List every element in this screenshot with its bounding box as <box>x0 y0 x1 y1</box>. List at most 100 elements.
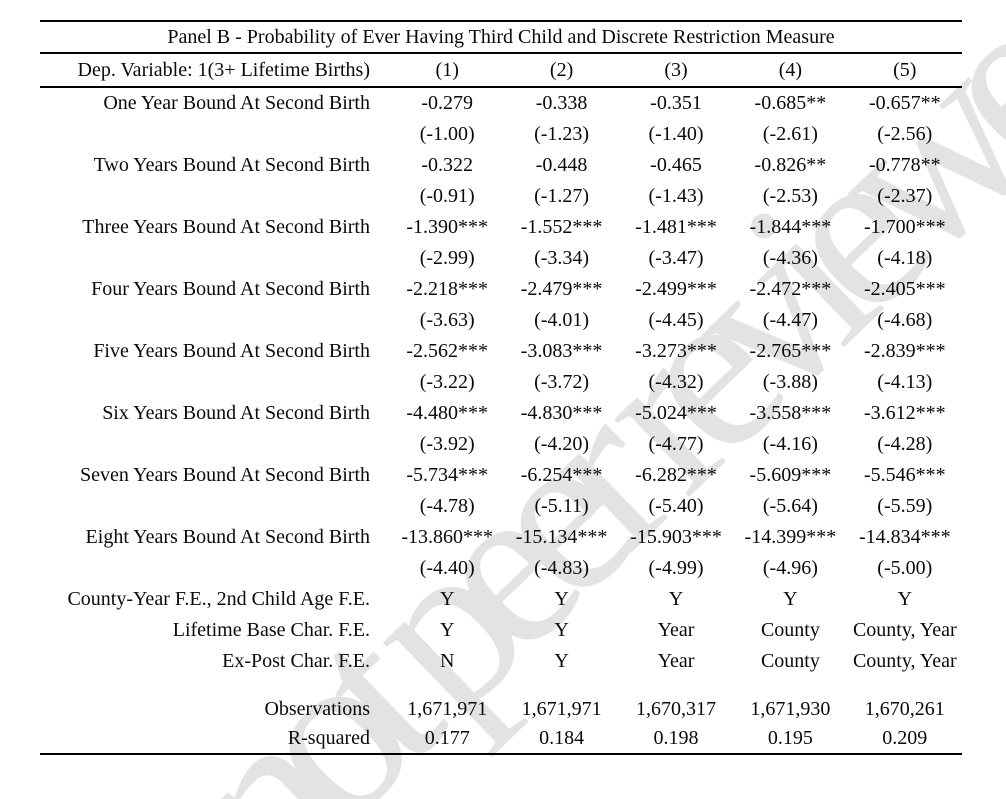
tstat-value: (-4.99) <box>648 557 704 579</box>
tstat-row: (-1.00) (-1.23) (-1.40) (-2.61) (-2.56) <box>40 119 962 150</box>
coefficient-value: -2.562*** <box>406 340 489 362</box>
header-rule <box>40 86 962 88</box>
coefficient-value: -0.338 <box>535 92 588 114</box>
coefficient-value: -14.399*** <box>744 526 837 548</box>
coefficient-row: Five Years Bound At Second Birth -2.562**… <box>40 336 962 367</box>
fe-value: Y <box>897 588 913 610</box>
column-header-2: (2) <box>549 58 574 81</box>
title-rule <box>40 52 962 54</box>
coefficient-row: Seven Years Bound At Second Birth -5.734*… <box>40 460 962 491</box>
tstat-value: (-3.34) <box>534 247 590 269</box>
variable-label: Seven Years Bound At Second Birth <box>80 464 370 486</box>
tstat-value: (-4.01) <box>534 309 590 331</box>
tstat-value: (-4.20) <box>534 433 590 455</box>
stats-row: R-squared 0.177 0.184 0.198 0.195 0.209 <box>40 724 962 753</box>
fixed-effects-row: Lifetime Base Char. F.E. Y Y Year County Coun… <box>40 615 962 646</box>
coefficient-value: -6.282*** <box>635 464 717 486</box>
coefficient-value: -2.839*** <box>863 340 946 362</box>
coefficient-value: -2.405*** <box>863 278 946 300</box>
coefficient-value: -0.778** <box>868 154 941 176</box>
variable-label: One Year Bound At Second Birth <box>103 92 370 114</box>
coefficient-value: -1.481*** <box>635 216 717 238</box>
tstat-value: (-3.22) <box>419 371 475 393</box>
dep-variable-label: Dep. Variable: 1(3+ Lifetime Births) <box>77 58 371 81</box>
coefficient-value: -0.448 <box>535 154 588 176</box>
stats-value: 0.177 <box>424 727 470 749</box>
tstat-value: (-3.88) <box>762 371 818 393</box>
tstat-value: (-2.37) <box>877 185 933 207</box>
tstat-row: (-4.78) (-5.11) (-5.40) (-5.64) (-5.59) <box>40 491 962 522</box>
table-body: One Year Bound At Second Birth -0.279 -0.3… <box>40 88 962 753</box>
fe-value: County, Year <box>852 619 957 641</box>
column-header-5: (5) <box>893 58 917 81</box>
tstat-row: (-3.63) (-4.01) (-4.45) (-4.47) (-4.68) <box>40 305 962 336</box>
fe-value: County <box>760 650 820 672</box>
variable-label: Five Years Bound At Second Birth <box>93 340 370 362</box>
tstat-value: (-1.27) <box>534 185 590 207</box>
coefficient-value: -3.558*** <box>749 402 832 424</box>
stats-value: 0.198 <box>653 727 699 749</box>
tstat-value: (-2.56) <box>877 123 933 145</box>
fixed-effects-row: Ex-Post Char. F.E. N Y Year County County, Ye… <box>40 646 962 677</box>
tstat-value: (-1.23) <box>534 123 590 145</box>
tstat-value: (-0.91) <box>419 185 475 207</box>
coefficient-value: -0.351 <box>650 92 702 114</box>
tstat-value: (-1.40) <box>648 123 704 145</box>
coefficient-value: -5.734*** <box>406 464 489 486</box>
tstat-value: (-5.00) <box>877 557 933 579</box>
coefficient-value: -2.472*** <box>749 278 832 300</box>
coefficient-value: -15.903*** <box>630 526 722 548</box>
coefficient-value: -3.273*** <box>635 340 717 362</box>
fe-value: Y <box>554 650 569 672</box>
stats-value: 0.184 <box>539 727 585 749</box>
coefficient-row: Eight Years Bound At Second Birth -13.860… <box>40 522 962 553</box>
fe-value: Y <box>668 588 684 610</box>
coefficient-value: -2.479*** <box>520 278 603 300</box>
coefficient-value: -13.860*** <box>401 526 494 548</box>
coefficient-value: -0.465 <box>650 154 702 176</box>
coefficient-value: -1.700*** <box>863 216 946 238</box>
tstat-value: (-4.18) <box>877 247 933 269</box>
variable-label: Three Years Bound At Second Birth <box>82 216 370 238</box>
coefficient-value: -0.685** <box>754 92 827 114</box>
tstat-row: (-4.40) (-4.83) (-4.99) (-4.96) (-5.00) <box>40 553 962 584</box>
stats-label: Observations <box>264 698 370 720</box>
fixed-effects-row: County-Year F.E., 2nd Child Age F.E. Y Y Y Y… <box>40 584 962 615</box>
variable-label: Four Years Bound At Second Birth <box>91 278 370 300</box>
coefficient-row: One Year Bound At Second Birth -0.279 -0.3… <box>40 88 962 119</box>
coefficient-value: -14.834*** <box>858 526 951 548</box>
coefficient-value: -3.612*** <box>863 402 946 424</box>
coefficient-value: -0.657** <box>868 92 941 114</box>
coefficient-value: -2.499*** <box>635 278 717 300</box>
tstat-value: (-5.40) <box>648 495 704 517</box>
tstat-row: (-2.99) (-3.34) (-3.47) (-4.36) (-4.18) <box>40 243 962 274</box>
bottom-rule <box>40 753 962 755</box>
coefficient-value: -1.390*** <box>406 216 489 238</box>
tstat-value: (-4.13) <box>877 371 933 393</box>
tstat-value: (-3.47) <box>648 247 704 269</box>
coefficient-value: -5.609*** <box>749 464 832 486</box>
coefficient-value: -5.546*** <box>863 464 946 486</box>
fe-value: Y <box>554 588 569 610</box>
coefficient-row: Three Years Bound At Second Birth -1.390*… <box>40 212 962 243</box>
tstat-value: (-4.28) <box>877 433 933 455</box>
tstat-value: (-1.00) <box>419 123 475 145</box>
tstat-value: (-4.68) <box>877 309 933 331</box>
variable-label: Six Years Bound At Second Birth <box>102 402 370 424</box>
coefficient-value: -0.279 <box>421 92 474 114</box>
coefficient-value: -3.083*** <box>520 340 603 362</box>
tstat-value: (-3.63) <box>419 309 475 331</box>
coefficient-value: -0.826** <box>754 154 827 176</box>
stats-value: 1,671,971 <box>521 698 602 720</box>
tstat-value: (-4.32) <box>648 371 704 393</box>
coefficient-row: Six Years Bound At Second Birth -4.480***… <box>40 398 962 429</box>
tstat-value: (-2.61) <box>762 123 818 145</box>
fe-value: County <box>760 619 820 641</box>
fe-value: Year <box>657 650 695 672</box>
coefficient-value: -1.844*** <box>749 216 832 238</box>
fe-value: N <box>439 650 455 672</box>
tstat-value: (-4.36) <box>762 247 818 269</box>
coefficient-value: -4.830*** <box>520 402 603 424</box>
stats-label: R-squared <box>287 727 370 749</box>
tstat-value: (-3.92) <box>419 433 475 455</box>
